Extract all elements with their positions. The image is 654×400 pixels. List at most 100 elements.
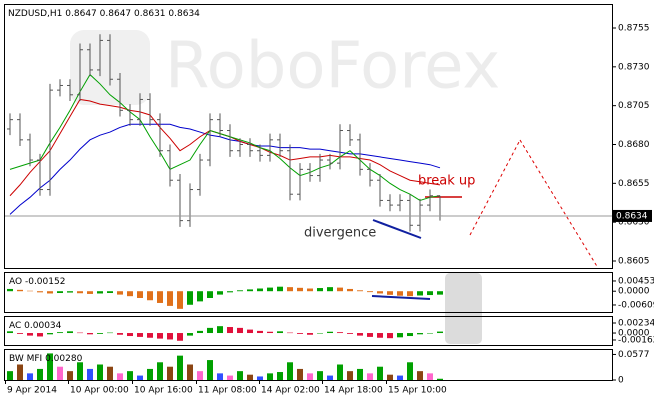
y-tick-label: 0.8730 [618,62,650,72]
indicator-bar [297,287,303,292]
indicator-bar [67,291,73,293]
indicator-bar [147,333,153,338]
indicator-bar [157,362,163,380]
indicator-bar [397,375,403,380]
mfi-panel [4,349,613,381]
indicator-bar [347,333,353,334]
indicator-bar [197,330,203,334]
indicator-bar [267,331,273,334]
indicator-bar [357,290,363,292]
indicator-bar [217,373,223,380]
indicator-bar [127,291,133,297]
indicator-bar [97,364,103,380]
y-tick-label: 0.0577 [618,350,650,360]
indicator-bar [337,287,343,292]
indicator-bar [377,291,383,294]
indicator-bar [7,371,13,380]
indicator-bar [427,291,433,296]
x-tick-label: 14 Apr 18:00 [324,386,383,396]
indicator-bar [227,375,233,380]
indicator-bar [107,366,113,380]
indicator-bar [367,291,373,293]
indicator-bar [277,286,283,292]
indicator-bar [327,331,333,334]
indicator-bar [87,291,93,294]
indicator-bar [257,288,263,292]
indicator-bar [177,333,183,341]
indicator-bar [77,291,83,294]
indicator-name: AO [9,277,22,287]
indicator-bar [297,333,303,334]
indicator-bar [127,371,133,380]
indicator-bar [417,333,423,335]
y-tick-label: 0.8605 [618,257,650,267]
indicator-bar [237,290,243,292]
indicator-bar [57,366,63,380]
y-tick-label: -0.00162 [618,335,654,345]
ma-line [9,73,441,201]
indicator-bar [47,333,53,335]
indicator-bar [227,327,233,334]
indicator-bar [437,291,443,295]
last-price-label: 0.8634 [616,211,648,221]
indicator-bar [27,290,33,292]
low-value: 0.8631 [134,9,166,19]
indicator-bar [97,291,103,294]
indicator-value: 0.00034 [24,321,61,331]
indicator-bar [117,373,123,380]
indicator-bar [387,333,393,339]
y-tick-label: 0.0000 [618,329,650,339]
indicator-bar [377,366,383,380]
x-tick-label: 11 Apr 08:00 [198,386,257,396]
indicator-bar [377,333,383,338]
indicator-bar [207,360,213,380]
y-tick-label: 0.00234 [618,318,654,328]
indicator-bar [117,333,123,335]
forecast-line [519,139,599,269]
indicator-bar [287,287,293,292]
indicator-bar [97,333,103,334]
indicator-bar [437,331,443,334]
indicator-bar [47,291,53,294]
ma-line [9,123,441,215]
indicator-bar [367,333,373,337]
indicator-bar [17,364,23,380]
indicator-bar [7,288,13,292]
indicator-bar [227,291,233,293]
indicator-bar [107,332,113,334]
indicator-bar [77,362,83,380]
indicator-bar [17,333,23,334]
y-tick-label: 0.0000 [618,287,650,297]
indicator-bar [347,371,353,380]
indicator-bar [277,372,283,380]
indicator-bar [327,287,333,292]
indicator-bar [287,332,293,334]
indicator-bar [317,288,323,292]
indicator-bar [67,331,73,334]
indicator-bar [77,332,83,334]
indicator-bar [187,291,193,305]
indicator-bar [217,326,223,334]
open-value: 0.8647 [65,9,97,19]
indicator-bar [167,333,173,340]
indicator-bar [127,333,133,337]
annotation: divergence [304,226,376,241]
indicator-bar [187,364,193,380]
indicator-bar [237,327,243,334]
ac-panel [4,316,613,346]
indicator-bar [417,371,423,380]
indicator-bar [297,368,303,380]
indicator-label: AO -0.00152 [9,277,65,287]
indicator-bar [317,371,323,380]
indicator-bar [47,353,53,380]
indicator-bar [207,291,213,298]
indicator-bar [417,291,423,296]
indicator-bar [357,333,363,336]
indicator-name: AC [9,321,21,331]
indicator-bar [367,373,373,380]
indicator-bar [137,333,143,337]
indicator-bar [407,291,413,297]
indicator-bar [397,333,403,338]
indicator-bar [107,291,113,294]
indicator-bar [137,291,143,298]
